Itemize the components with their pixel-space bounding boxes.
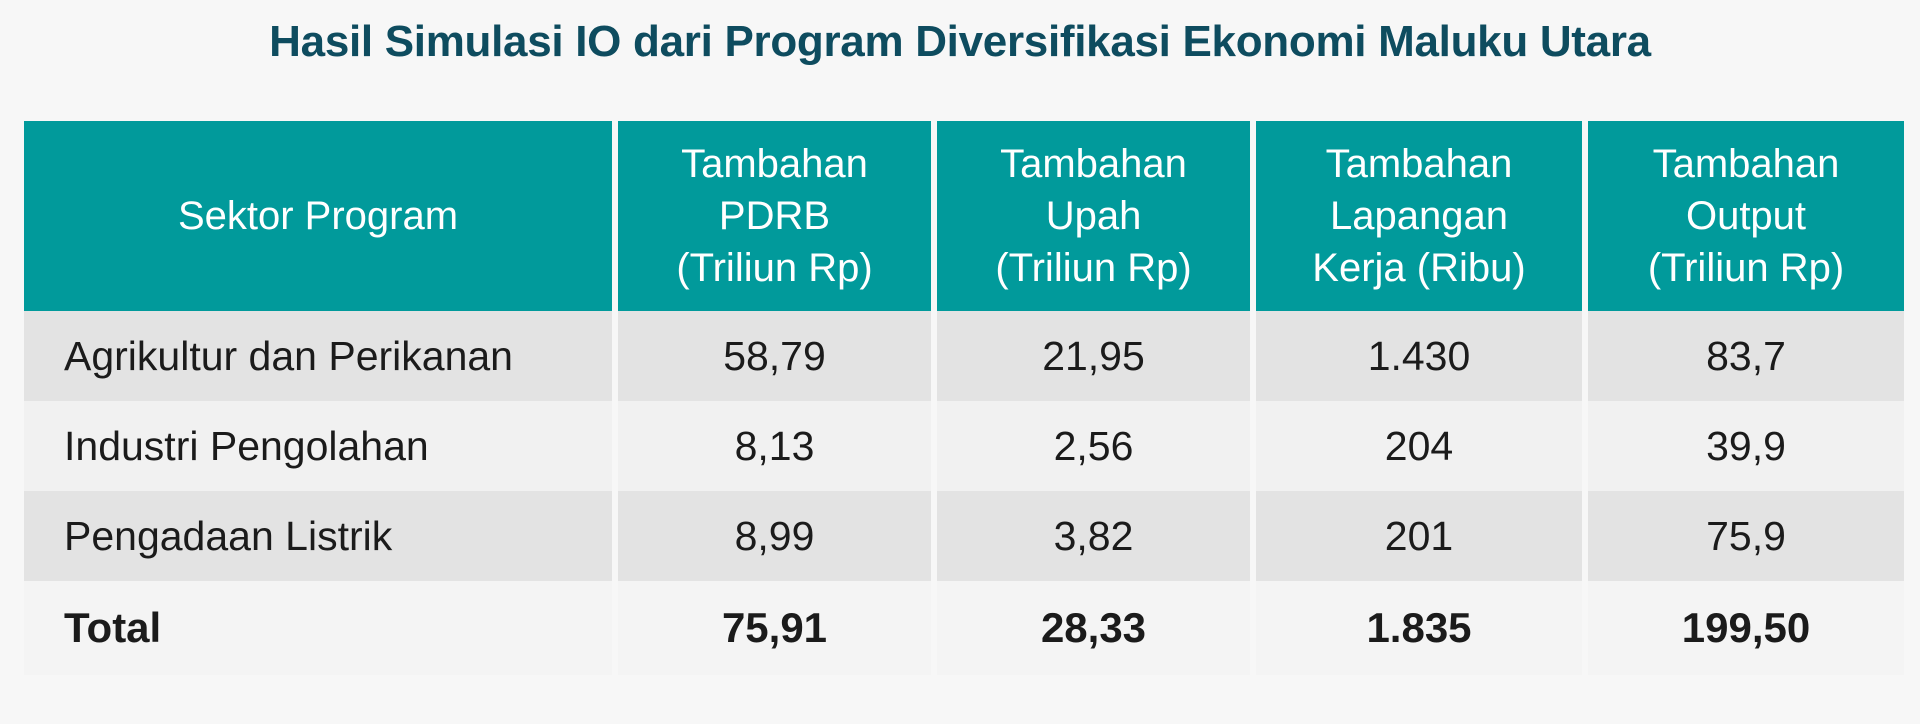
results-table-container: Sektor Program Tambahan PDRB (Triliun Rp… bbox=[24, 121, 1904, 675]
header-tambahan-output: Tambahan Output (Triliun Rp) bbox=[1588, 121, 1904, 311]
cell-output: 83,7 bbox=[1588, 311, 1904, 401]
header-line: (Triliun Rp) bbox=[995, 246, 1192, 290]
header-tambahan-pdrb: Tambahan PDRB (Triliun Rp) bbox=[618, 121, 931, 311]
header-tambahan-lapangan-kerja: Tambahan Lapangan Kerja (Ribu) bbox=[1256, 121, 1582, 311]
header-tambahan-upah: Tambahan Upah (Triliun Rp) bbox=[937, 121, 1250, 311]
cell-upah: 2,56 bbox=[937, 401, 1250, 491]
table-row: Agrikultur dan Perikanan 58,79 21,95 1.4… bbox=[24, 311, 1904, 401]
cell-output: 75,9 bbox=[1588, 491, 1904, 581]
table-total-row: Total 75,91 28,33 1.835 199,50 bbox=[24, 581, 1904, 675]
cell-total-label: Total bbox=[24, 581, 612, 675]
cell-lapangan-kerja: 204 bbox=[1256, 401, 1582, 491]
table-row: Industri Pengolahan 8,13 2,56 204 39,9 bbox=[24, 401, 1904, 491]
cell-sektor: Pengadaan Listrik bbox=[24, 491, 612, 581]
cell-lapangan-kerja: 1.430 bbox=[1256, 311, 1582, 401]
table-header-row: Sektor Program Tambahan PDRB (Triliun Rp… bbox=[24, 121, 1904, 311]
cell-total-pdrb: 75,91 bbox=[618, 581, 931, 675]
table-row: Pengadaan Listrik 8,99 3,82 201 75,9 bbox=[24, 491, 1904, 581]
header-line: (Triliun Rp) bbox=[1647, 246, 1845, 290]
header-line: Tambahan bbox=[681, 142, 868, 186]
header-line: Tambahan bbox=[1325, 142, 1513, 186]
header-line: Tambahan bbox=[1652, 142, 1840, 186]
cell-upah: 3,82 bbox=[937, 491, 1250, 581]
cell-pdrb: 58,79 bbox=[618, 311, 931, 401]
cell-pdrb: 8,13 bbox=[618, 401, 931, 491]
header-line: Sektor Program bbox=[177, 194, 459, 238]
header-sektor-program: Sektor Program bbox=[24, 121, 612, 311]
header-line: PDRB bbox=[718, 194, 831, 238]
cell-sektor: Industri Pengolahan bbox=[24, 401, 612, 491]
results-table: Sektor Program Tambahan PDRB (Triliun Rp… bbox=[18, 121, 1910, 675]
header-line: Upah bbox=[1045, 194, 1142, 238]
header-line: Tambahan bbox=[1000, 142, 1187, 186]
header-line: Kerja (Ribu) bbox=[1312, 246, 1526, 290]
cell-total-lapangan-kerja: 1.835 bbox=[1256, 581, 1582, 675]
cell-sektor: Agrikultur dan Perikanan bbox=[24, 311, 612, 401]
cell-lapangan-kerja: 201 bbox=[1256, 491, 1582, 581]
cell-total-upah: 28,33 bbox=[937, 581, 1250, 675]
header-line: (Triliun Rp) bbox=[676, 246, 873, 290]
cell-upah: 21,95 bbox=[937, 311, 1250, 401]
cell-output: 39,9 bbox=[1588, 401, 1904, 491]
header-line: Output bbox=[1685, 194, 1807, 238]
cell-total-output: 199,50 bbox=[1588, 581, 1904, 675]
page-title: Hasil Simulasi IO dari Program Diversifi… bbox=[269, 17, 1651, 66]
cell-pdrb: 8,99 bbox=[618, 491, 931, 581]
header-line: Lapangan bbox=[1330, 194, 1508, 238]
